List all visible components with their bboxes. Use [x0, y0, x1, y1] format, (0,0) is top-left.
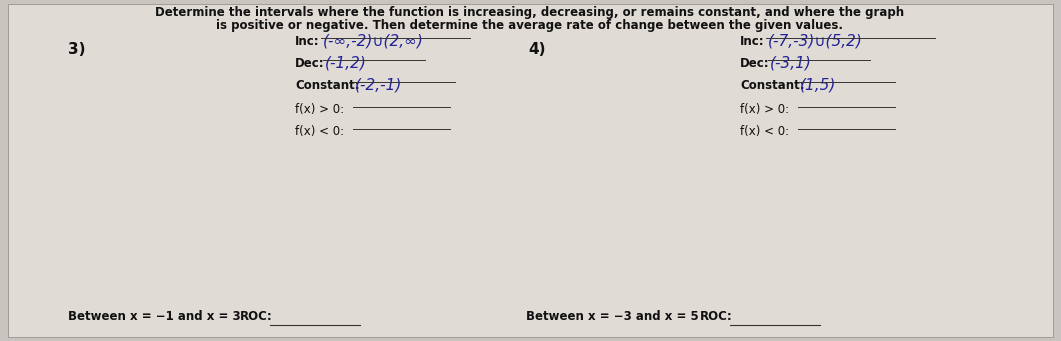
Text: (-3,1): (-3,1): [770, 55, 812, 70]
Text: f(x) > 0:: f(x) > 0:: [295, 103, 344, 116]
Text: Constant:: Constant:: [295, 79, 360, 92]
Text: Determine the intervals where the function is increasing, decreasing, or remains: Determine the intervals where the functi…: [156, 6, 905, 19]
Text: Constant:: Constant:: [740, 79, 804, 92]
Text: Between x = −3 and x = 5: Between x = −3 and x = 5: [526, 310, 699, 323]
Text: ROC:: ROC:: [240, 310, 273, 323]
FancyBboxPatch shape: [8, 4, 1053, 337]
Text: y: y: [638, 63, 644, 74]
Text: Inc:: Inc:: [740, 35, 765, 48]
Text: Dec:: Dec:: [740, 57, 769, 70]
Text: Between x = −1 and x = 3: Between x = −1 and x = 3: [68, 310, 241, 323]
Text: (-2,-1): (-2,-1): [355, 77, 402, 92]
Text: y: y: [186, 61, 192, 72]
Text: 4): 4): [528, 42, 545, 57]
Text: f(x) > 0:: f(x) > 0:: [740, 103, 789, 116]
Text: f(x) < 0:: f(x) < 0:: [740, 125, 789, 138]
Text: ROC:: ROC:: [700, 310, 733, 323]
Text: (-∞,-2)∪(2,∞): (-∞,-2)∪(2,∞): [323, 33, 424, 48]
Text: f(x) < 0:: f(x) < 0:: [295, 125, 344, 138]
Text: is positive or negative. Then determine the average rate of change between the g: is positive or negative. Then determine …: [216, 19, 843, 32]
Text: Inc:: Inc:: [295, 35, 319, 48]
Text: 3): 3): [68, 42, 86, 57]
Text: (-1,2): (-1,2): [325, 55, 367, 70]
Text: (1,5): (1,5): [800, 77, 836, 92]
Text: Dec:: Dec:: [295, 57, 325, 70]
Text: (-7,-3)∪(5,2): (-7,-3)∪(5,2): [768, 33, 863, 48]
